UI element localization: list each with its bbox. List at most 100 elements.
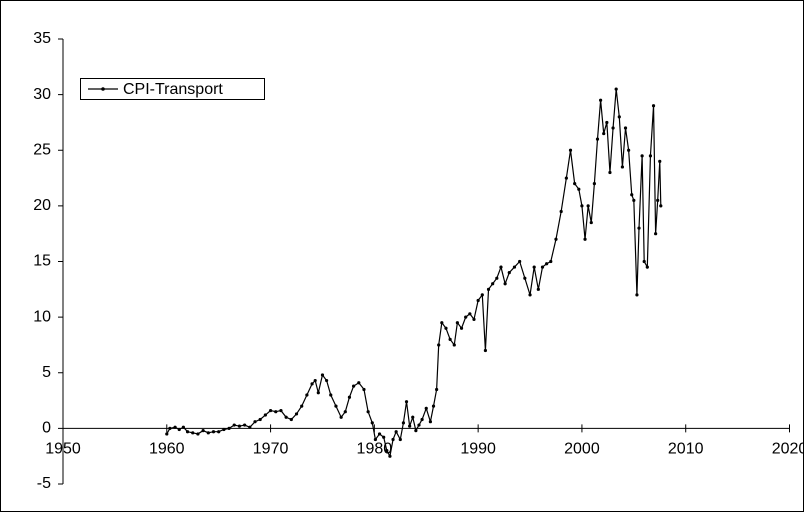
data-point [227, 426, 231, 430]
data-point [602, 131, 606, 136]
data-point [586, 204, 590, 208]
data-point [532, 265, 536, 269]
data-point [279, 408, 283, 413]
data-point [605, 120, 609, 125]
data-point [206, 431, 210, 435]
data-point [540, 265, 545, 269]
data-point [289, 417, 293, 422]
x-tick-label: 2010 [668, 441, 704, 458]
data-point [300, 404, 304, 408]
data-point [483, 348, 488, 353]
data-point [343, 410, 347, 414]
y-tick-label: 25 [33, 141, 51, 158]
data-point [512, 265, 517, 269]
data-point [385, 449, 389, 453]
data-point [357, 381, 361, 385]
data-point [420, 417, 424, 422]
data-point [503, 282, 507, 286]
data-point [366, 410, 370, 414]
x-tick-label: 2000 [564, 441, 600, 458]
data-point [211, 430, 216, 434]
data-point [382, 435, 386, 439]
data-point [480, 293, 484, 297]
data-point [352, 384, 356, 388]
data-point [651, 104, 656, 108]
data-point [608, 170, 612, 175]
x-tick-label: 1970 [253, 441, 289, 458]
legend: CPI-Transport [80, 78, 265, 100]
data-point [568, 148, 573, 152]
data-point [310, 382, 314, 386]
data-point [401, 421, 406, 425]
data-point [611, 126, 615, 130]
data-point [408, 424, 412, 428]
data-point [573, 182, 577, 186]
data-point [362, 387, 366, 392]
data-point [373, 437, 377, 442]
data-point [645, 265, 649, 269]
y-tick-label: 10 [33, 308, 51, 325]
data-point [404, 400, 409, 404]
data-point [305, 393, 309, 397]
y-tick-label: -5 [37, 475, 51, 492]
data-point [528, 293, 532, 297]
data-point [237, 424, 242, 428]
data-point [316, 391, 320, 395]
data-point [632, 198, 636, 202]
data-point [554, 237, 558, 241]
data-point [580, 204, 584, 208]
data-point [658, 159, 662, 163]
data-point [468, 312, 472, 316]
data-point [274, 410, 278, 414]
data-point [417, 423, 421, 427]
legend-marker [101, 87, 105, 91]
data-point [440, 321, 444, 325]
data-point [614, 87, 618, 91]
data-point [201, 429, 205, 433]
y-tick-label: 0 [42, 420, 51, 437]
data-point [642, 259, 646, 264]
data-point [452, 343, 456, 347]
data-point [448, 337, 452, 341]
y-tick-label: 30 [33, 86, 51, 103]
data-point [325, 378, 329, 383]
y-tick-label: 35 [33, 30, 51, 47]
data-point [370, 421, 374, 425]
data-point [165, 432, 169, 436]
data-point [559, 209, 563, 214]
data-point [320, 373, 325, 377]
data-point [589, 220, 593, 225]
data-point [253, 420, 257, 424]
data-point [339, 415, 343, 419]
data-point [388, 454, 392, 458]
data-point [630, 193, 634, 197]
data-point [476, 298, 480, 303]
data-point [258, 417, 262, 422]
data-point [523, 276, 527, 280]
data-point [177, 427, 181, 432]
data-point [486, 287, 491, 291]
data-point [181, 425, 185, 429]
data-point [592, 182, 596, 186]
x-tick-label: 1980 [357, 441, 393, 458]
data-point [222, 427, 226, 432]
data-point [329, 393, 333, 397]
data-point [595, 137, 600, 141]
data-point [294, 412, 299, 416]
data-point [196, 432, 200, 436]
data-point [637, 226, 641, 230]
data-point [313, 378, 317, 383]
data-point [656, 198, 660, 202]
y-tick-label: 5 [42, 364, 51, 381]
data-point [545, 262, 549, 266]
data-point [398, 437, 402, 442]
data-point [627, 148, 631, 152]
data-point [232, 423, 236, 427]
data-point [635, 293, 639, 297]
data-point [437, 343, 441, 347]
data-point [414, 429, 418, 433]
x-tick-label: 1960 [149, 441, 185, 458]
data-point [564, 176, 568, 180]
